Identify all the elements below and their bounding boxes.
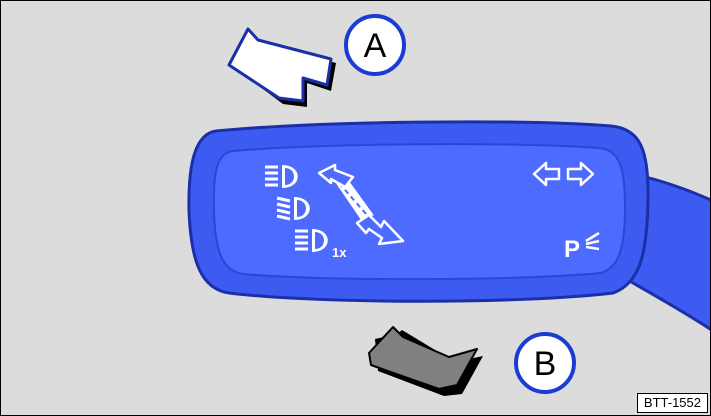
callout-b-label: B <box>534 345 557 383</box>
callout-b-circle <box>514 332 576 394</box>
reference-code: BTT-1552 <box>636 393 708 413</box>
up-arrow-icon <box>317 163 355 189</box>
arrow-a <box>227 27 333 103</box>
arrow-b <box>368 326 478 390</box>
callout-a-circle <box>344 14 406 76</box>
dipped-beam-icon <box>276 196 310 221</box>
high-beam-icon <box>265 165 298 188</box>
flash-subscript: 1x <box>332 245 347 260</box>
turn-signal-icon <box>532 161 595 187</box>
parking-light-icon <box>585 231 600 251</box>
headlight-flash-icon <box>295 229 328 252</box>
down-arrow-icon <box>355 213 405 246</box>
callout-a-label: A <box>364 27 387 65</box>
parking-label: P <box>564 236 580 263</box>
